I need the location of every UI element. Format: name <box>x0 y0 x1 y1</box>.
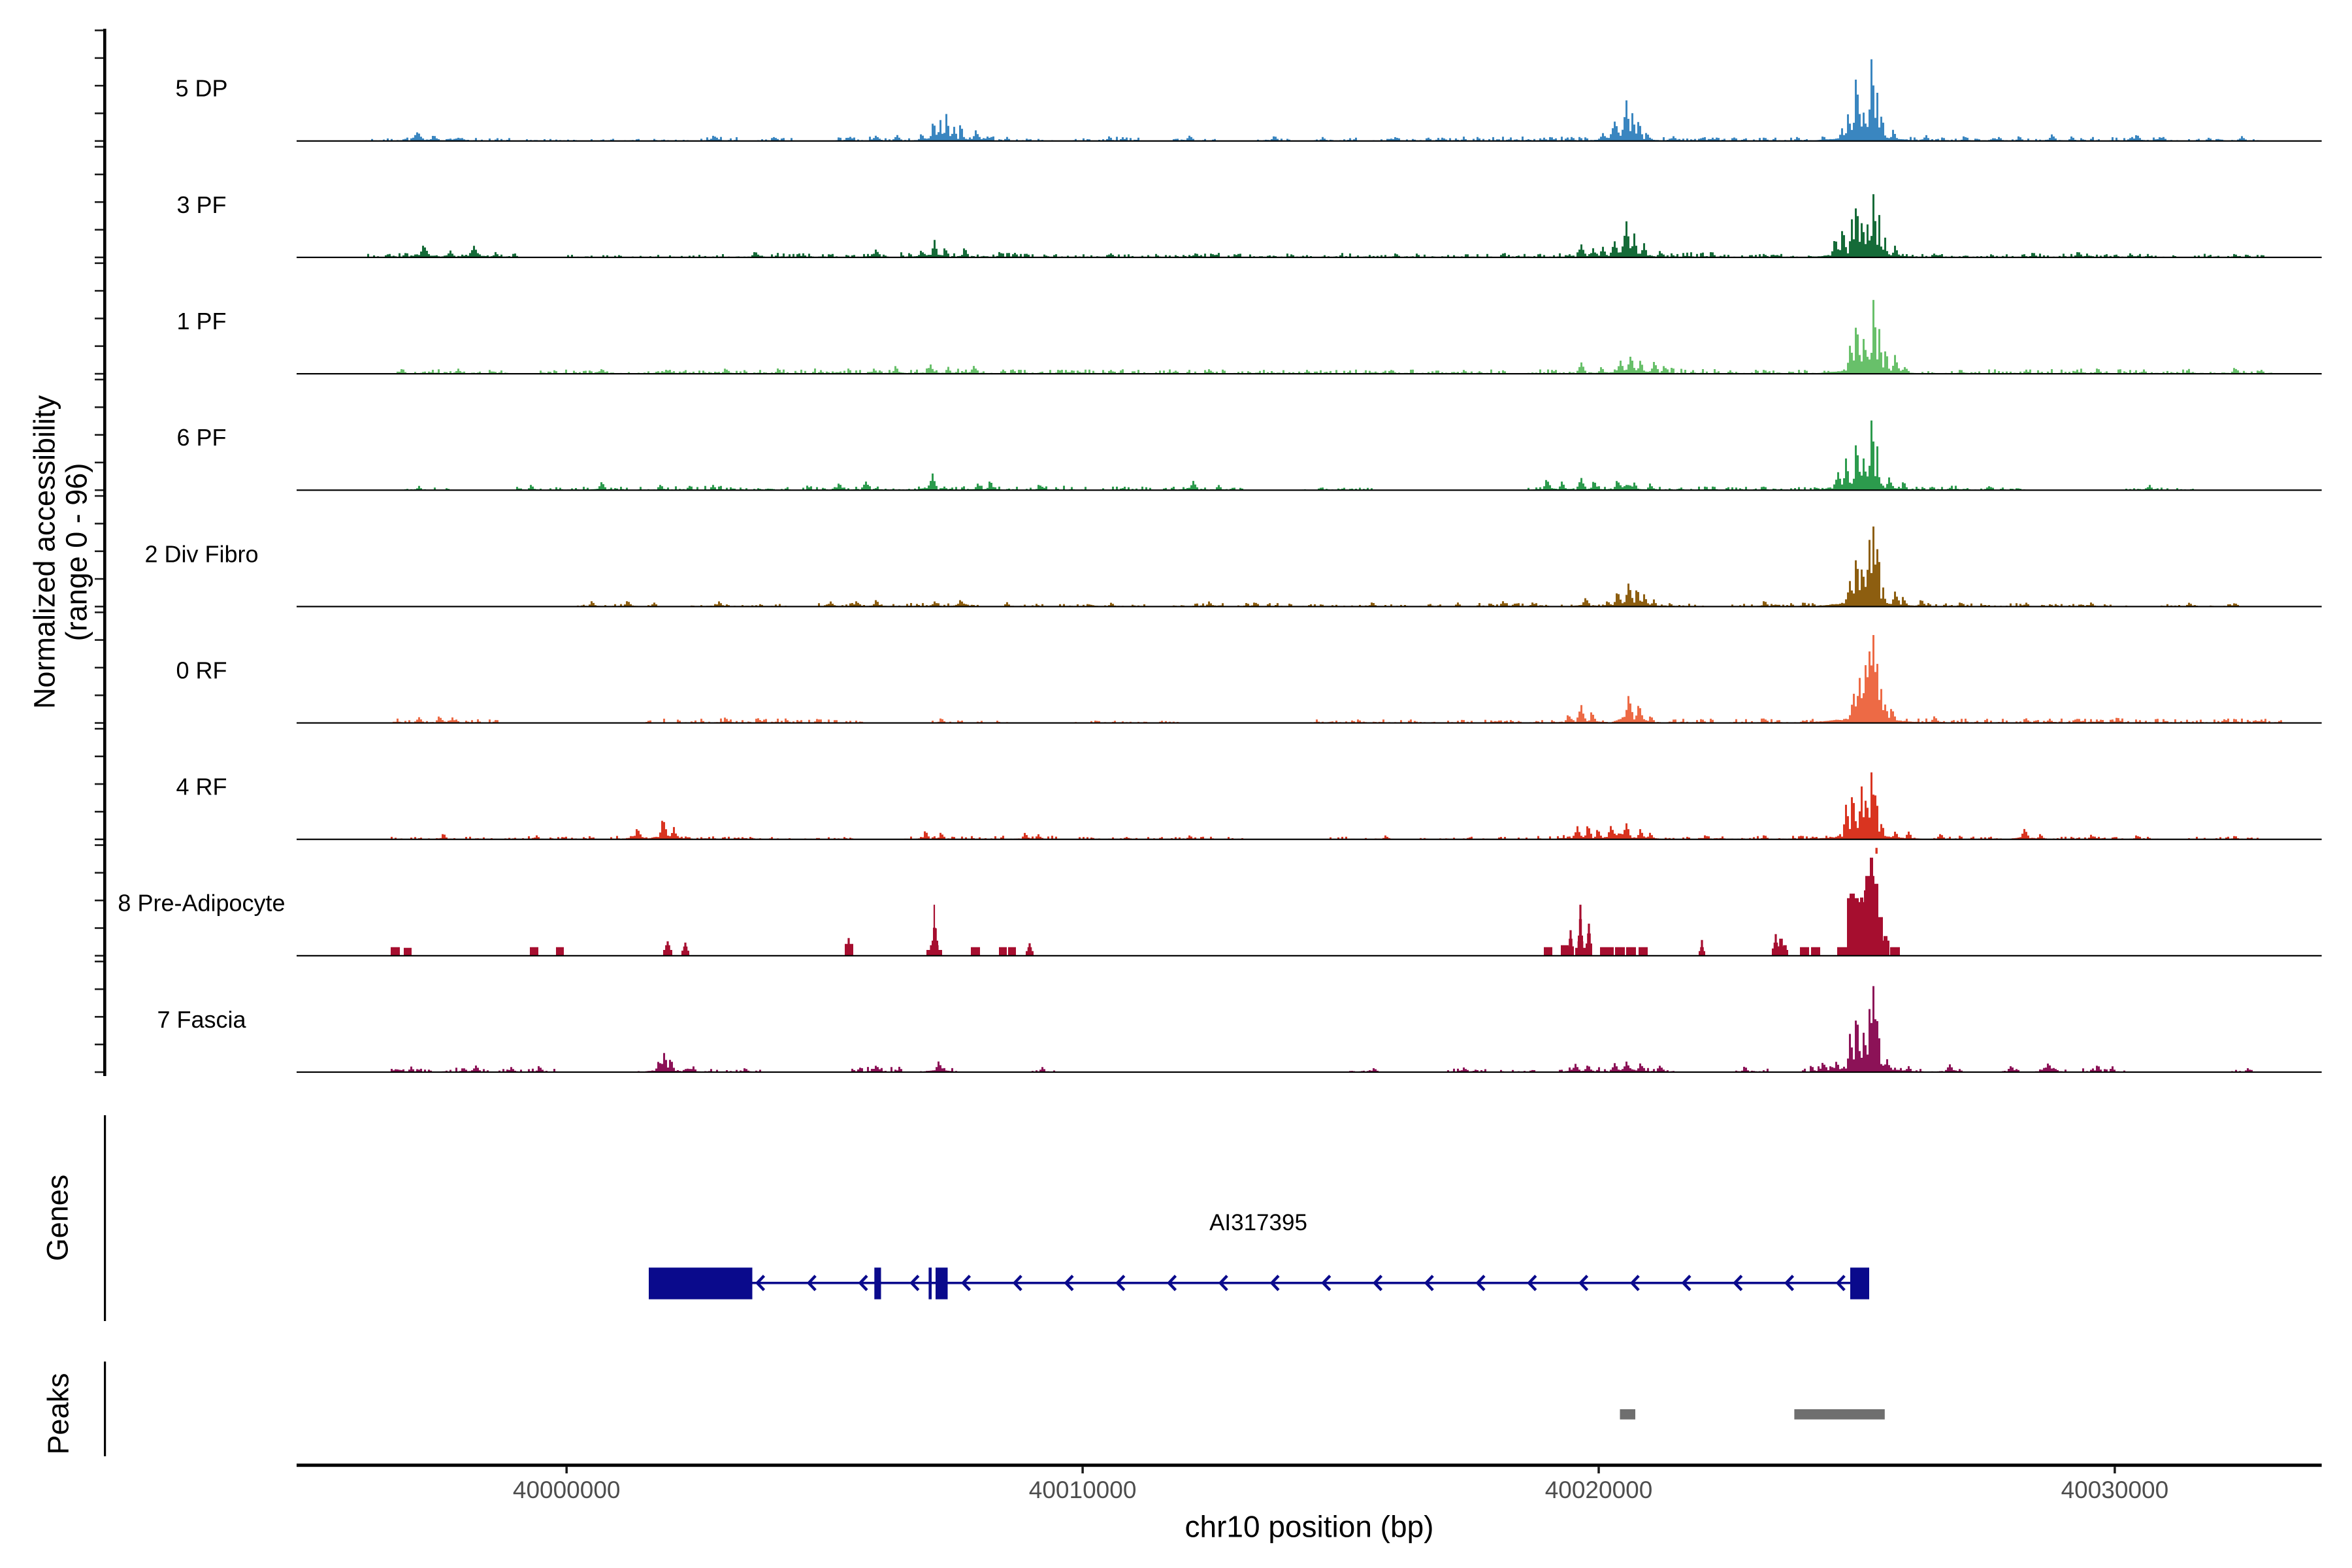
svg-text:1 PF: 1 PF <box>176 308 226 335</box>
svg-text:3 PF: 3 PF <box>176 191 226 218</box>
svg-text:8 Pre-Adipocyte: 8 Pre-Adipocyte <box>118 890 285 917</box>
svg-text:Genes: Genes <box>41 1175 74 1262</box>
svg-text:7 Fascia: 7 Fascia <box>157 1006 246 1033</box>
svg-text:4 RF: 4 RF <box>176 774 227 800</box>
svg-text:chr10 position (bp): chr10 position (bp) <box>1185 1510 1434 1544</box>
svg-text:40030000: 40030000 <box>2061 1477 2169 1503</box>
svg-text:40020000: 40020000 <box>1545 1477 1653 1503</box>
svg-text:40000000: 40000000 <box>513 1477 621 1503</box>
svg-text:5 DP: 5 DP <box>175 75 227 102</box>
svg-text:Normalized accessibility: Normalized accessibility <box>28 395 61 709</box>
svg-text:40010000: 40010000 <box>1029 1477 1137 1503</box>
svg-text:(range 0 - 96): (range 0 - 96) <box>60 463 93 642</box>
svg-text:2 Div Fibro: 2 Div Fibro <box>144 540 258 567</box>
svg-text:6 PF: 6 PF <box>176 424 226 451</box>
svg-text:AI317395: AI317395 <box>1209 1210 1307 1235</box>
svg-text:Peaks: Peaks <box>42 1373 75 1454</box>
svg-text:0 RF: 0 RF <box>176 657 227 683</box>
